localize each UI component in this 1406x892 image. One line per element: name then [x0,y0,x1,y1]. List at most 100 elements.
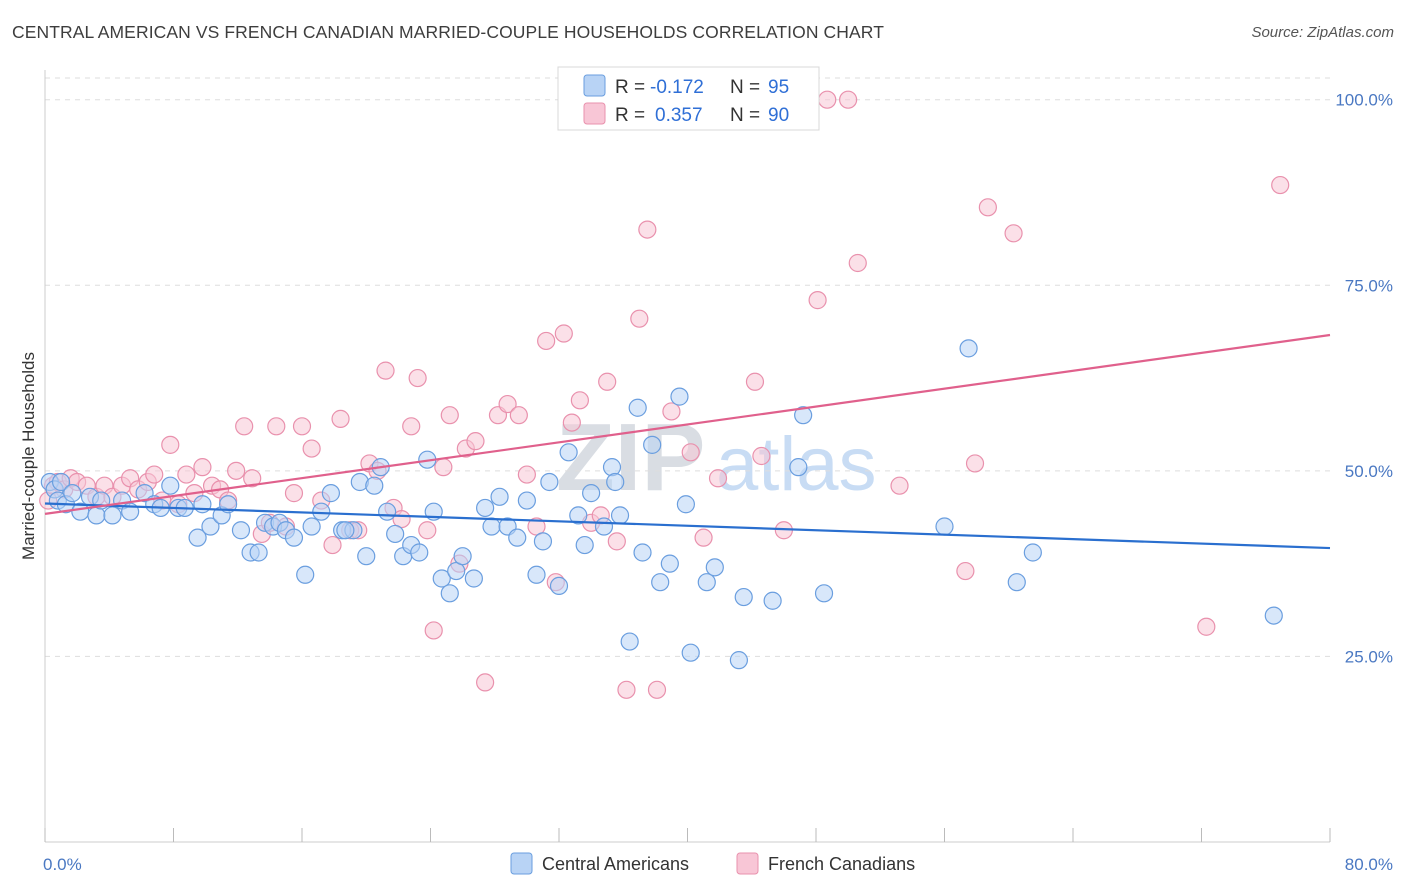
data-point [508,528,527,547]
x-tick-label: 80.0% [1345,855,1393,874]
legend-n-label: N = [730,77,760,98]
data-point [323,535,342,555]
data-point [177,465,196,484]
data-point [549,576,569,596]
data-point [517,491,536,510]
data-point [188,528,207,547]
y-tick-label: 100.0% [1335,91,1393,110]
trend-lines [44,333,1331,550]
data-point [705,558,724,577]
data-point [697,573,716,592]
y-tick-label: 25.0% [1345,647,1393,666]
data-point [231,521,251,540]
data-point [708,469,728,488]
data-point [1023,543,1042,562]
data-point [554,324,573,343]
data-point [935,517,954,536]
legend-label-central-americans: Central Americans [542,854,689,874]
data-point [559,443,578,462]
data-point [161,476,180,495]
data-point [1271,175,1290,195]
legend-r-label: R = [615,105,645,126]
data-point [533,532,553,551]
y-tick-label: 50.0% [1345,462,1393,481]
data-point [620,632,639,651]
data-point [336,521,355,540]
data-point [752,446,771,466]
data-point [402,417,421,436]
data-point [537,331,556,351]
data-point [617,680,636,699]
data-point [890,476,909,495]
data-point [219,495,238,514]
x-tick-labels: 0.0% 80.0% [43,855,1393,874]
source-credit: Source: ZipAtlas.com [1251,24,1394,41]
data-point [1004,224,1023,243]
data-point [498,394,517,414]
data-point [540,472,559,492]
data-point [670,387,689,406]
data-point [466,432,485,451]
data-point [633,543,652,562]
data-point [193,458,212,477]
data-point [606,472,625,492]
data-point [1197,617,1216,636]
data-point [745,372,765,391]
legend-n-value: 90 [768,105,789,126]
data-point [243,469,262,488]
data-point [527,565,546,584]
data-point [292,417,312,436]
data-point [410,543,429,562]
trend-line-pink [44,333,1331,515]
data-point [794,406,813,425]
data-point [808,291,827,310]
series-central-americans [40,339,1283,670]
legend-label-french-canadians: French Canadians [768,854,915,874]
data-point [978,198,997,217]
data-point [284,528,304,547]
data-point [638,220,657,239]
data-point [598,372,617,391]
data-point [453,547,472,566]
y-axis-label: Married-couple Households [19,352,38,560]
data-point [424,621,443,640]
data-point [284,484,304,503]
data-point [476,498,495,518]
data-point [814,584,834,603]
data-point [509,406,528,425]
data-point [594,517,614,536]
data-point [227,461,246,480]
data-point [607,532,626,551]
data-point [643,435,662,454]
data-point [418,521,437,540]
data-point [694,528,713,547]
data-point [267,417,286,436]
data-point [440,406,459,425]
data-point [676,495,695,514]
data-point [312,502,331,521]
data-point [562,413,581,432]
axes [44,70,1331,843]
data-point [63,484,82,503]
data-point [763,591,782,610]
data-point [582,484,601,503]
data-point [103,506,122,525]
data-point [434,458,453,477]
data-point [651,573,670,592]
data-point [490,487,509,506]
data-point [408,368,427,388]
data-point [848,253,867,273]
data-point [956,561,975,581]
data-point [302,517,321,536]
data-point [476,673,495,692]
data-point [660,554,679,573]
data-point [376,361,395,380]
data-point [296,565,315,584]
legend-r-value: -0.172 [650,77,704,98]
data-point [602,458,622,477]
data-point [569,506,588,525]
x-tick-label: 0.0% [43,855,82,874]
data-point [145,465,164,484]
data-point [662,402,681,421]
